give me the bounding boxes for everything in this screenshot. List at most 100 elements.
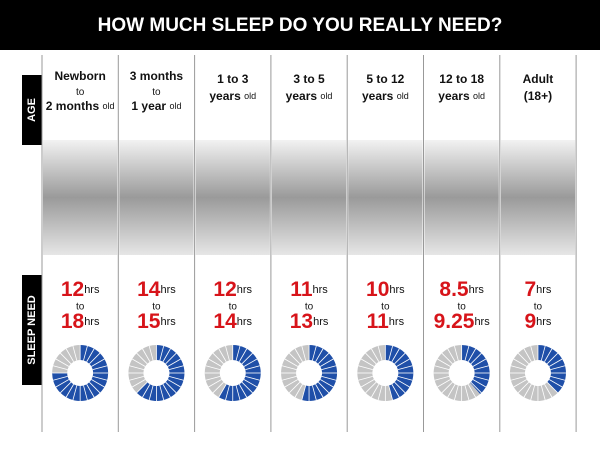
ring-divider <box>165 352 177 365</box>
ring-divider <box>540 345 546 361</box>
ring-divider <box>165 381 177 394</box>
ring-divider <box>162 384 171 398</box>
ring-divider <box>53 375 68 381</box>
ring-divider <box>546 352 559 365</box>
ring-divider <box>317 381 330 394</box>
ring-divider <box>235 385 241 401</box>
ring-divider <box>437 358 451 367</box>
hours-number: 18 <box>61 310 85 333</box>
ring-divider <box>136 352 148 365</box>
connector: to <box>152 302 161 313</box>
ring-divider <box>371 348 380 362</box>
ring-divider <box>238 384 248 398</box>
age-text: (18+) <box>524 89 552 103</box>
ring-divider <box>513 379 527 388</box>
age-line: (18+) <box>524 89 552 103</box>
photo <box>195 140 270 255</box>
age-text: to <box>152 87 161 98</box>
ring-divider <box>321 365 337 371</box>
age-text: years old <box>438 89 485 103</box>
age-line: years <box>286 89 318 103</box>
ring-divider <box>142 348 151 362</box>
ring-divider <box>294 384 303 398</box>
ring-divider <box>136 381 148 394</box>
hours-text: 14hrs <box>137 278 176 301</box>
hours-unit: hrs <box>474 316 490 328</box>
hours-unit: hrs <box>313 316 329 328</box>
ring-divider <box>523 348 532 362</box>
age-text: 1 year old <box>131 99 181 113</box>
ring-divider <box>474 375 489 381</box>
ring-divider <box>245 375 260 381</box>
ring-divider <box>72 385 78 401</box>
ring-divider <box>83 385 88 401</box>
age-suffix: old <box>102 101 114 111</box>
ring-divider <box>371 384 380 398</box>
ring-divider <box>454 345 459 361</box>
hours-unit: hrs <box>469 284 485 296</box>
ring-divider <box>394 381 406 394</box>
age-text: 1 to 3 <box>217 72 249 86</box>
hours-text: 9hrs <box>524 310 551 333</box>
ring-divider <box>218 348 227 362</box>
ring-divider <box>212 381 224 394</box>
ring-divider <box>365 381 377 394</box>
photo <box>500 140 576 255</box>
ring-divider <box>472 358 487 367</box>
age-line: 5 to 12 <box>366 72 404 86</box>
ring-divider <box>510 365 526 371</box>
ring-divider <box>549 379 563 388</box>
ring-divider <box>132 358 146 367</box>
hours-text: 12hrs <box>61 278 100 301</box>
age-suffix: old <box>244 91 256 101</box>
ring-divider <box>474 365 489 371</box>
ring-divider <box>281 375 297 381</box>
age-text: 3 to 5 <box>293 72 325 86</box>
ring-divider <box>530 345 535 361</box>
ring-divider <box>60 352 72 365</box>
age-text: years old <box>286 89 333 103</box>
hours-text: 10hrs <box>366 278 405 301</box>
age-line: years <box>209 89 241 103</box>
ring-divider <box>360 358 375 367</box>
hours-number: 12 <box>61 278 84 301</box>
ring-divider <box>288 381 301 394</box>
age-line: 12 to 18 <box>439 72 484 86</box>
age-line: to <box>152 87 161 98</box>
ring-divider <box>65 348 74 362</box>
ring-divider <box>225 385 230 401</box>
ring-divider <box>159 385 165 401</box>
ring-divider <box>397 375 413 381</box>
ring-divider <box>241 352 253 365</box>
hours-text: 7hrs <box>524 278 551 301</box>
age-line: 1 to 3 <box>217 72 249 86</box>
ring-divider <box>55 379 70 388</box>
ring-divider <box>464 385 470 401</box>
ring-divider <box>89 381 101 394</box>
age-text: to <box>76 87 85 98</box>
ring-divider <box>434 365 450 371</box>
ring-divider <box>225 345 230 361</box>
age-tab <box>22 75 42 145</box>
ring-divider <box>546 381 559 394</box>
hours-text: 11hrs <box>367 310 405 333</box>
ring-divider <box>92 375 108 381</box>
ring-divider <box>91 379 105 388</box>
connector: to <box>229 302 238 313</box>
hours-unit: hrs <box>160 316 176 328</box>
age-line: Adult <box>523 72 554 86</box>
age-suffix: old <box>397 91 409 101</box>
ring-divider <box>320 379 334 388</box>
ring-divider <box>86 348 95 362</box>
ring-divider <box>464 345 470 361</box>
ring-divider <box>142 384 151 398</box>
connector: to <box>305 302 314 313</box>
ring-divider <box>72 345 78 361</box>
ring-divider <box>301 345 307 361</box>
photo <box>271 140 347 255</box>
ring-divider <box>168 365 184 371</box>
ring-divider <box>523 384 532 398</box>
ring-sleep <box>385 345 414 401</box>
ring-divider <box>517 381 530 394</box>
ring-divider <box>312 385 317 401</box>
